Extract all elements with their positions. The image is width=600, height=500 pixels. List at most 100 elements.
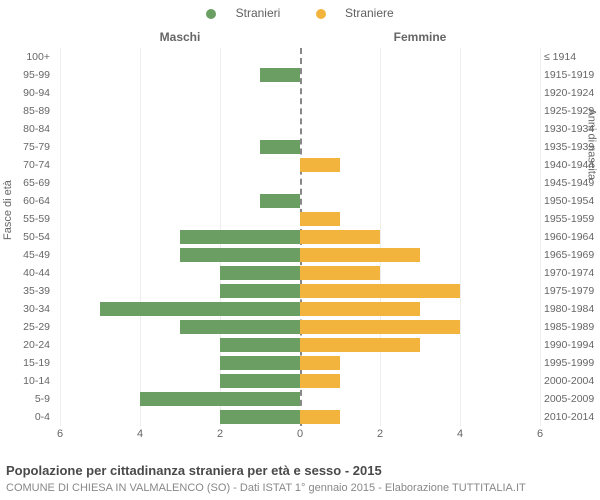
bar-female xyxy=(300,356,340,370)
bar-female xyxy=(300,284,460,298)
year-tick-label: 1985-1989 xyxy=(540,318,600,336)
bar-male xyxy=(140,392,300,406)
pyramid-row xyxy=(60,372,540,390)
year-tick-label: 1960-1964 xyxy=(540,228,600,246)
age-tick-label: 70-74 xyxy=(0,156,54,174)
age-tick-label: 30-34 xyxy=(0,300,54,318)
bar-male xyxy=(220,356,300,370)
bar-male xyxy=(180,230,300,244)
bar-female xyxy=(300,338,420,352)
age-tick-label: 90-94 xyxy=(0,84,54,102)
year-tick-label: 1970-1974 xyxy=(540,264,600,282)
pyramid-row xyxy=(60,210,540,228)
bar-male xyxy=(180,248,300,262)
bar-female xyxy=(300,212,340,226)
pyramid-row xyxy=(60,246,540,264)
x-tick-label: 4 xyxy=(137,428,143,440)
pyramid-row xyxy=(60,390,540,408)
pyramid-row xyxy=(60,138,540,156)
age-tick-label: 75-79 xyxy=(0,138,54,156)
legend-item-male: Stranieri xyxy=(198,6,288,20)
year-tick-label: 1950-1954 xyxy=(540,192,600,210)
chart-title: Popolazione per cittadinanza straniera p… xyxy=(6,463,382,478)
x-tick-label: 6 xyxy=(57,428,63,440)
age-tick-label: 25-29 xyxy=(0,318,54,336)
year-tick-label: 1990-1994 xyxy=(540,336,600,354)
year-tick-label: 1920-1924 xyxy=(540,84,600,102)
year-tick-label: 1940-1944 xyxy=(540,156,600,174)
pyramid-row xyxy=(60,120,540,138)
year-tick-label: 2000-2004 xyxy=(540,372,600,390)
bar-female xyxy=(300,374,340,388)
column-header-female: Femmine xyxy=(300,30,540,44)
age-tick-label: 20-24 xyxy=(0,336,54,354)
bar-female xyxy=(300,158,340,172)
year-tick-label: 2010-2014 xyxy=(540,408,600,426)
pyramid-row xyxy=(60,66,540,84)
year-tick-label: 1975-1979 xyxy=(540,282,600,300)
legend-item-female: Straniere xyxy=(308,6,402,20)
pyramid-row xyxy=(60,102,540,120)
bar-female xyxy=(300,320,460,334)
age-tick-label: 5-9 xyxy=(0,390,54,408)
chart-source: COMUNE DI CHIESA IN VALMALENCO (SO) - Da… xyxy=(6,482,526,494)
age-tick-label: 95-99 xyxy=(0,66,54,84)
pyramid-row xyxy=(60,408,540,426)
x-tick-label: 4 xyxy=(457,428,463,440)
bar-male xyxy=(220,266,300,280)
bar-female xyxy=(300,230,380,244)
pyramid-row xyxy=(60,282,540,300)
age-tick-label: 100+ xyxy=(0,48,54,66)
bar-male xyxy=(260,194,300,208)
bar-male xyxy=(220,284,300,298)
bar-male xyxy=(220,410,300,424)
bar-male xyxy=(260,68,300,82)
year-tick-label: 1995-1999 xyxy=(540,354,600,372)
bar-female xyxy=(300,302,420,316)
bar-female xyxy=(300,266,380,280)
year-tick-label: 2005-2009 xyxy=(540,390,600,408)
pyramid-row xyxy=(60,264,540,282)
bar-male xyxy=(220,374,300,388)
legend: Stranieri Straniere xyxy=(0,6,600,20)
legend-label-female: Straniere xyxy=(345,6,394,20)
plot-area xyxy=(60,48,540,426)
bar-male xyxy=(100,302,300,316)
pyramid-row xyxy=(60,354,540,372)
year-tick-label: 1930-1934 xyxy=(540,120,600,138)
circle-icon xyxy=(206,9,216,19)
x-axis: 6420246 xyxy=(60,428,540,446)
pyramid-row xyxy=(60,48,540,66)
pyramid-chart: Stranieri Straniere Maschi Femmine Fasce… xyxy=(0,0,600,500)
year-labels: ≤ 19141915-19191920-19241925-19291930-19… xyxy=(540,48,600,426)
year-tick-label: 1965-1969 xyxy=(540,246,600,264)
age-tick-label: 55-59 xyxy=(0,210,54,228)
bar-male xyxy=(220,338,300,352)
circle-icon xyxy=(316,9,326,19)
pyramid-row xyxy=(60,84,540,102)
bar-female xyxy=(300,248,420,262)
x-tick-label: 0 xyxy=(297,428,303,440)
year-tick-label: 1915-1919 xyxy=(540,66,600,84)
year-tick-label: ≤ 1914 xyxy=(540,48,600,66)
age-tick-label: 50-54 xyxy=(0,228,54,246)
pyramid-row xyxy=(60,318,540,336)
x-tick-label: 6 xyxy=(537,428,543,440)
age-tick-label: 10-14 xyxy=(0,372,54,390)
age-tick-label: 0-4 xyxy=(0,408,54,426)
pyramid-row xyxy=(60,336,540,354)
year-tick-label: 1955-1959 xyxy=(540,210,600,228)
bar-male xyxy=(260,140,300,154)
year-tick-label: 1945-1949 xyxy=(540,174,600,192)
column-header-male: Maschi xyxy=(60,30,300,44)
pyramid-row xyxy=(60,174,540,192)
bar-female xyxy=(300,410,340,424)
age-tick-label: 60-64 xyxy=(0,192,54,210)
year-tick-label: 1980-1984 xyxy=(540,300,600,318)
year-tick-label: 1935-1939 xyxy=(540,138,600,156)
age-tick-label: 40-44 xyxy=(0,264,54,282)
age-tick-label: 15-19 xyxy=(0,354,54,372)
age-tick-label: 85-89 xyxy=(0,102,54,120)
legend-label-male: Stranieri xyxy=(236,6,281,20)
x-tick-label: 2 xyxy=(217,428,223,440)
